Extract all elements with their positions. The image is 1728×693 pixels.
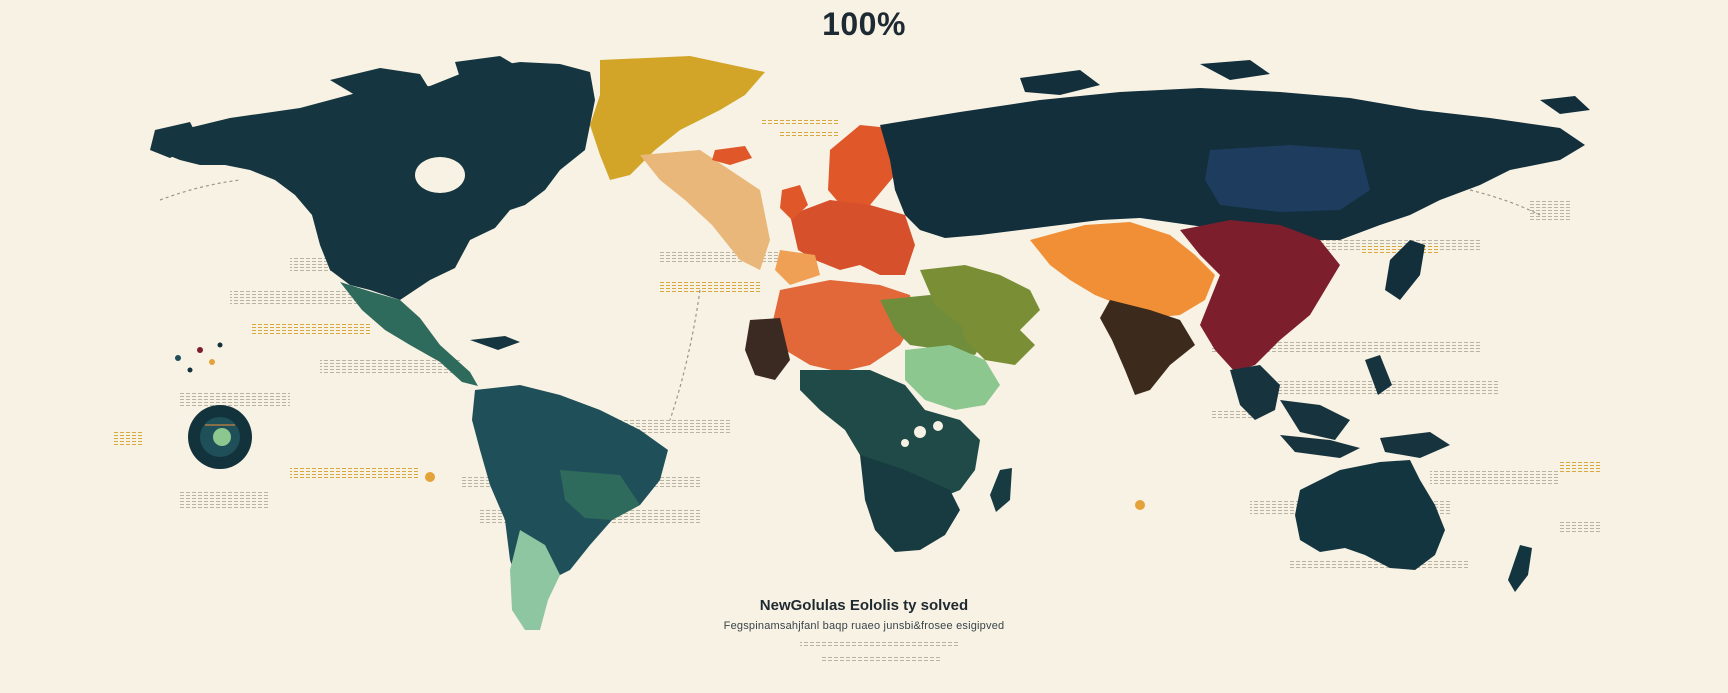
- region-arabia: [960, 315, 1035, 365]
- hudson-bay: [415, 157, 465, 193]
- region-south-america-south: [510, 530, 560, 630]
- marker-dot: [425, 472, 435, 482]
- map-subcaption: Fegspinamsahjfanl baqp ruaeo junsbi&fros…: [723, 620, 1005, 632]
- region-british-isles: [780, 185, 808, 220]
- region-europe: [790, 200, 915, 275]
- region-scandinavia: [828, 125, 895, 210]
- marker-dot: [209, 359, 215, 365]
- marker-dot: [1135, 500, 1145, 510]
- marker-dot: [901, 439, 909, 447]
- region-central-america: [340, 282, 478, 386]
- map-caption: NewGolulas Eololis ty solved: [759, 597, 969, 614]
- route-line: [1469, 189, 1541, 216]
- route-line: [159, 179, 241, 201]
- region-india: [1100, 300, 1195, 395]
- region-caribbean: [470, 336, 520, 350]
- route-line: [669, 289, 701, 421]
- globe-icon: [188, 405, 252, 469]
- region-south-america-east: [560, 470, 640, 520]
- marker-dot: [933, 421, 943, 431]
- region-central-africa: [800, 370, 980, 500]
- region-southern-africa: [860, 455, 960, 552]
- region-central-asia: [1030, 222, 1215, 318]
- region-middle-east: [920, 265, 1040, 335]
- region-iberia: [775, 250, 820, 285]
- region-indonesia: [1280, 432, 1450, 458]
- region-north-atlantic: [640, 150, 770, 270]
- region-japan: [1385, 240, 1425, 300]
- region-alaska: [150, 122, 200, 158]
- region-southeast-asia: [1230, 355, 1392, 440]
- marker-dot: [197, 347, 203, 353]
- marker-dot: [914, 426, 926, 438]
- region-arctic-islands: [330, 56, 520, 100]
- region-iceland: [712, 146, 752, 165]
- region-greenland: [590, 56, 765, 180]
- region-australia: [1295, 460, 1445, 570]
- map-title: 100%: [822, 6, 906, 42]
- marker-dot: [175, 355, 181, 361]
- region-madagascar: [990, 468, 1012, 512]
- marker-dot: [217, 342, 223, 348]
- region-north-africa: [772, 280, 915, 372]
- region-west-africa: [745, 318, 790, 380]
- region-new-zealand: [1508, 545, 1532, 592]
- region-russia-east: [1205, 145, 1370, 212]
- region-east-africa: [905, 345, 1000, 410]
- marker-dot: [187, 367, 193, 373]
- region-china: [1180, 220, 1340, 372]
- region-north-america: [155, 62, 595, 300]
